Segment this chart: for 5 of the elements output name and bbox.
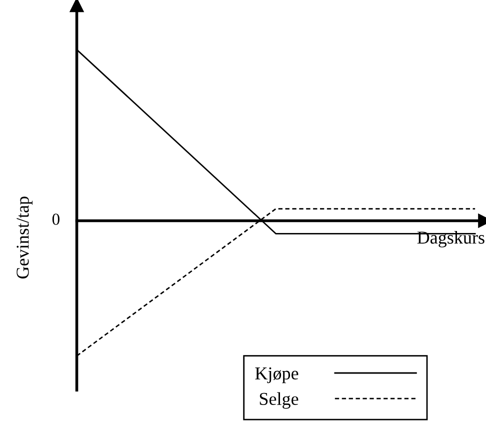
legend-label: Kjøpe <box>255 367 298 384</box>
text: 0 <box>52 214 60 225</box>
x-axis-title: Dagskurs <box>417 231 484 248</box>
y-axis-title: Gevinst/tap <box>16 196 32 278</box>
legend-label: Selge <box>260 392 298 409</box>
